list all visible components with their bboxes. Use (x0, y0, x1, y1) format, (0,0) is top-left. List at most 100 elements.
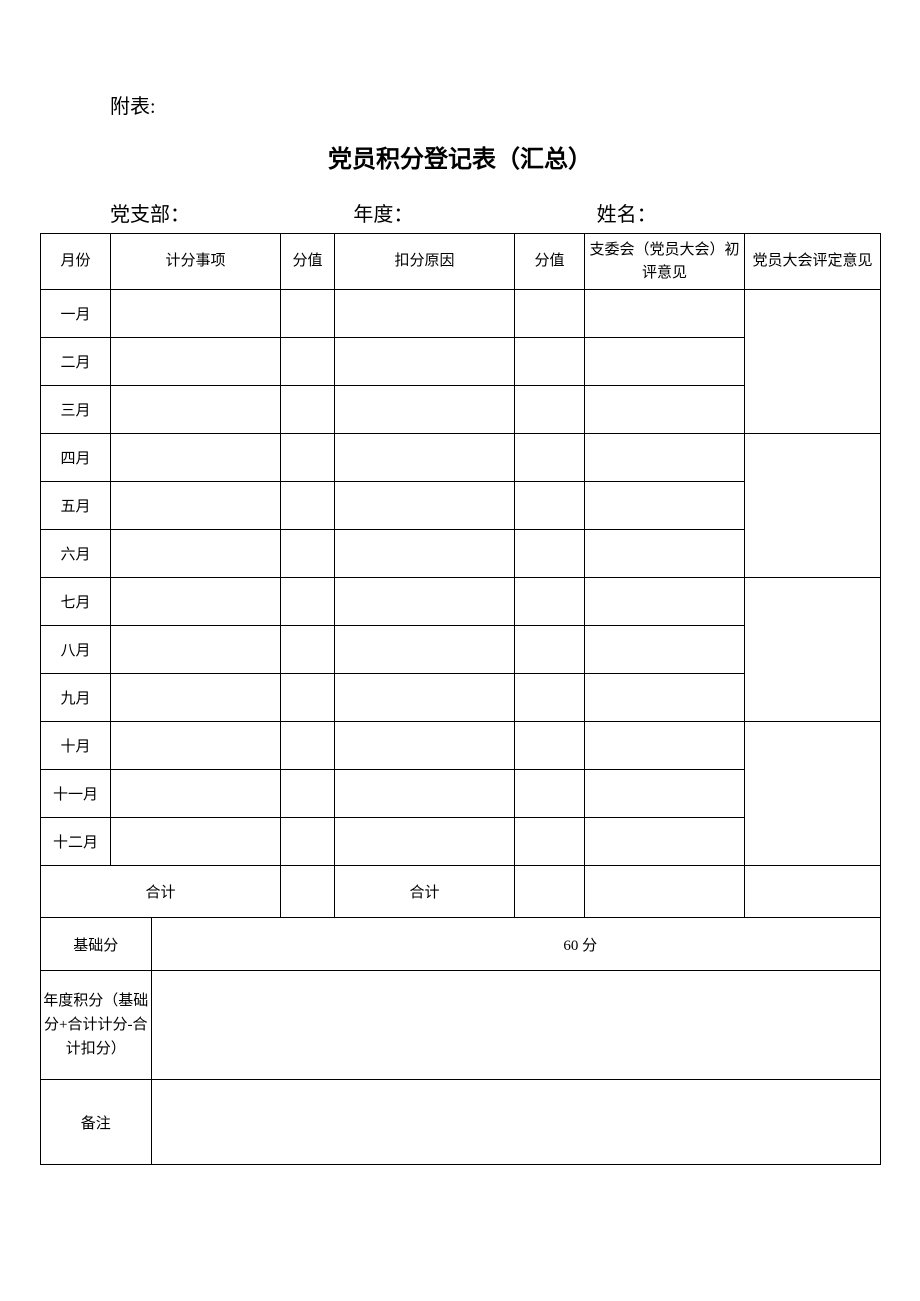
table-row: 四月 (41, 434, 881, 482)
base-row: 基础分 60 分 (41, 918, 881, 971)
month-cell: 八月 (41, 626, 111, 674)
cell (515, 482, 585, 530)
cell (281, 770, 335, 818)
cell (515, 338, 585, 386)
assembly-cell (745, 290, 881, 434)
cell (585, 290, 745, 338)
assembly-cell (745, 722, 881, 866)
month-cell: 一月 (41, 290, 111, 338)
table-row: 七月 (41, 578, 881, 626)
cell (281, 722, 335, 770)
cell (585, 578, 745, 626)
cell (335, 578, 515, 626)
cell (515, 578, 585, 626)
cell (335, 482, 515, 530)
cell (335, 674, 515, 722)
assembly-cell (745, 434, 881, 578)
cell (281, 530, 335, 578)
cell (585, 626, 745, 674)
cell (585, 866, 745, 918)
cell (585, 386, 745, 434)
cell (515, 674, 585, 722)
cell (111, 338, 281, 386)
cell (515, 722, 585, 770)
cell (281, 818, 335, 866)
base-label-wrap: 基础分 (41, 918, 281, 971)
annual-label-wrap: 年度积分（基础分+合计计分-合计扣分） (41, 971, 281, 1080)
cell (335, 338, 515, 386)
cell (515, 770, 585, 818)
remark-value (281, 1080, 881, 1165)
cell (281, 482, 335, 530)
cell (585, 770, 745, 818)
cell (515, 530, 585, 578)
table-header-row: 月份 计分事项 分值 扣分原因 分值 支委会（党员大会）初评意见 党员大会评定意… (41, 234, 881, 290)
cell (111, 674, 281, 722)
month-cell: 十月 (41, 722, 111, 770)
cell (335, 530, 515, 578)
month-cell: 十二月 (41, 818, 111, 866)
total-label: 合计 (41, 866, 281, 918)
assembly-cell (745, 578, 881, 722)
total-row: 合计 合计 (41, 866, 881, 918)
header-score2: 分值 (515, 234, 585, 290)
header-month: 月份 (41, 234, 111, 290)
cell (111, 770, 281, 818)
cell (281, 578, 335, 626)
cell (335, 818, 515, 866)
cell (515, 386, 585, 434)
header-deduct-reason: 扣分原因 (335, 234, 515, 290)
cell (585, 434, 745, 482)
cell (515, 818, 585, 866)
cell (111, 290, 281, 338)
cell (281, 434, 335, 482)
cell (111, 386, 281, 434)
cell (111, 482, 281, 530)
branch-label: 党支部： (110, 198, 353, 227)
attachment-prefix: 附表: (110, 90, 880, 119)
cell (151, 918, 281, 970)
month-cell: 二月 (41, 338, 111, 386)
annual-row: 年度积分（基础分+合计计分-合计扣分） (41, 971, 881, 1080)
cell (585, 338, 745, 386)
cell (111, 434, 281, 482)
cell (585, 674, 745, 722)
cell (745, 866, 881, 918)
cell (515, 626, 585, 674)
table-row: 一月 (41, 290, 881, 338)
cell (335, 722, 515, 770)
header-assembly: 党员大会评定意见 (745, 234, 881, 290)
table-row: 十月 (41, 722, 881, 770)
cell (281, 290, 335, 338)
total-label2: 合计 (335, 866, 515, 918)
month-cell: 六月 (41, 530, 111, 578)
month-cell: 三月 (41, 386, 111, 434)
remark-label-wrap: 备注 (41, 1080, 281, 1165)
cell (281, 386, 335, 434)
cell (151, 971, 281, 1079)
cell (111, 626, 281, 674)
annual-label: 年度积分（基础分+合计计分-合计扣分） (41, 971, 151, 1079)
annual-value (281, 971, 881, 1080)
base-label: 基础分 (41, 918, 151, 970)
month-cell: 九月 (41, 674, 111, 722)
header-score-item: 计分事项 (111, 234, 281, 290)
header-score1: 分值 (281, 234, 335, 290)
cell (111, 818, 281, 866)
year-label: 年度： (353, 198, 596, 227)
cell (585, 818, 745, 866)
remark-label: 备注 (41, 1080, 151, 1164)
cell (281, 674, 335, 722)
month-cell: 五月 (41, 482, 111, 530)
month-cell: 四月 (41, 434, 111, 482)
cell (585, 482, 745, 530)
cell (281, 338, 335, 386)
name-label: 姓名： (597, 198, 840, 227)
cell (585, 530, 745, 578)
cell (281, 626, 335, 674)
cell (515, 434, 585, 482)
cell (151, 1080, 281, 1164)
score-table: 月份 计分事项 分值 扣分原因 分值 支委会（党员大会）初评意见 党员大会评定意… (40, 233, 881, 1165)
info-row: 党支部： 年度： 姓名： (40, 198, 880, 227)
cell (335, 770, 515, 818)
